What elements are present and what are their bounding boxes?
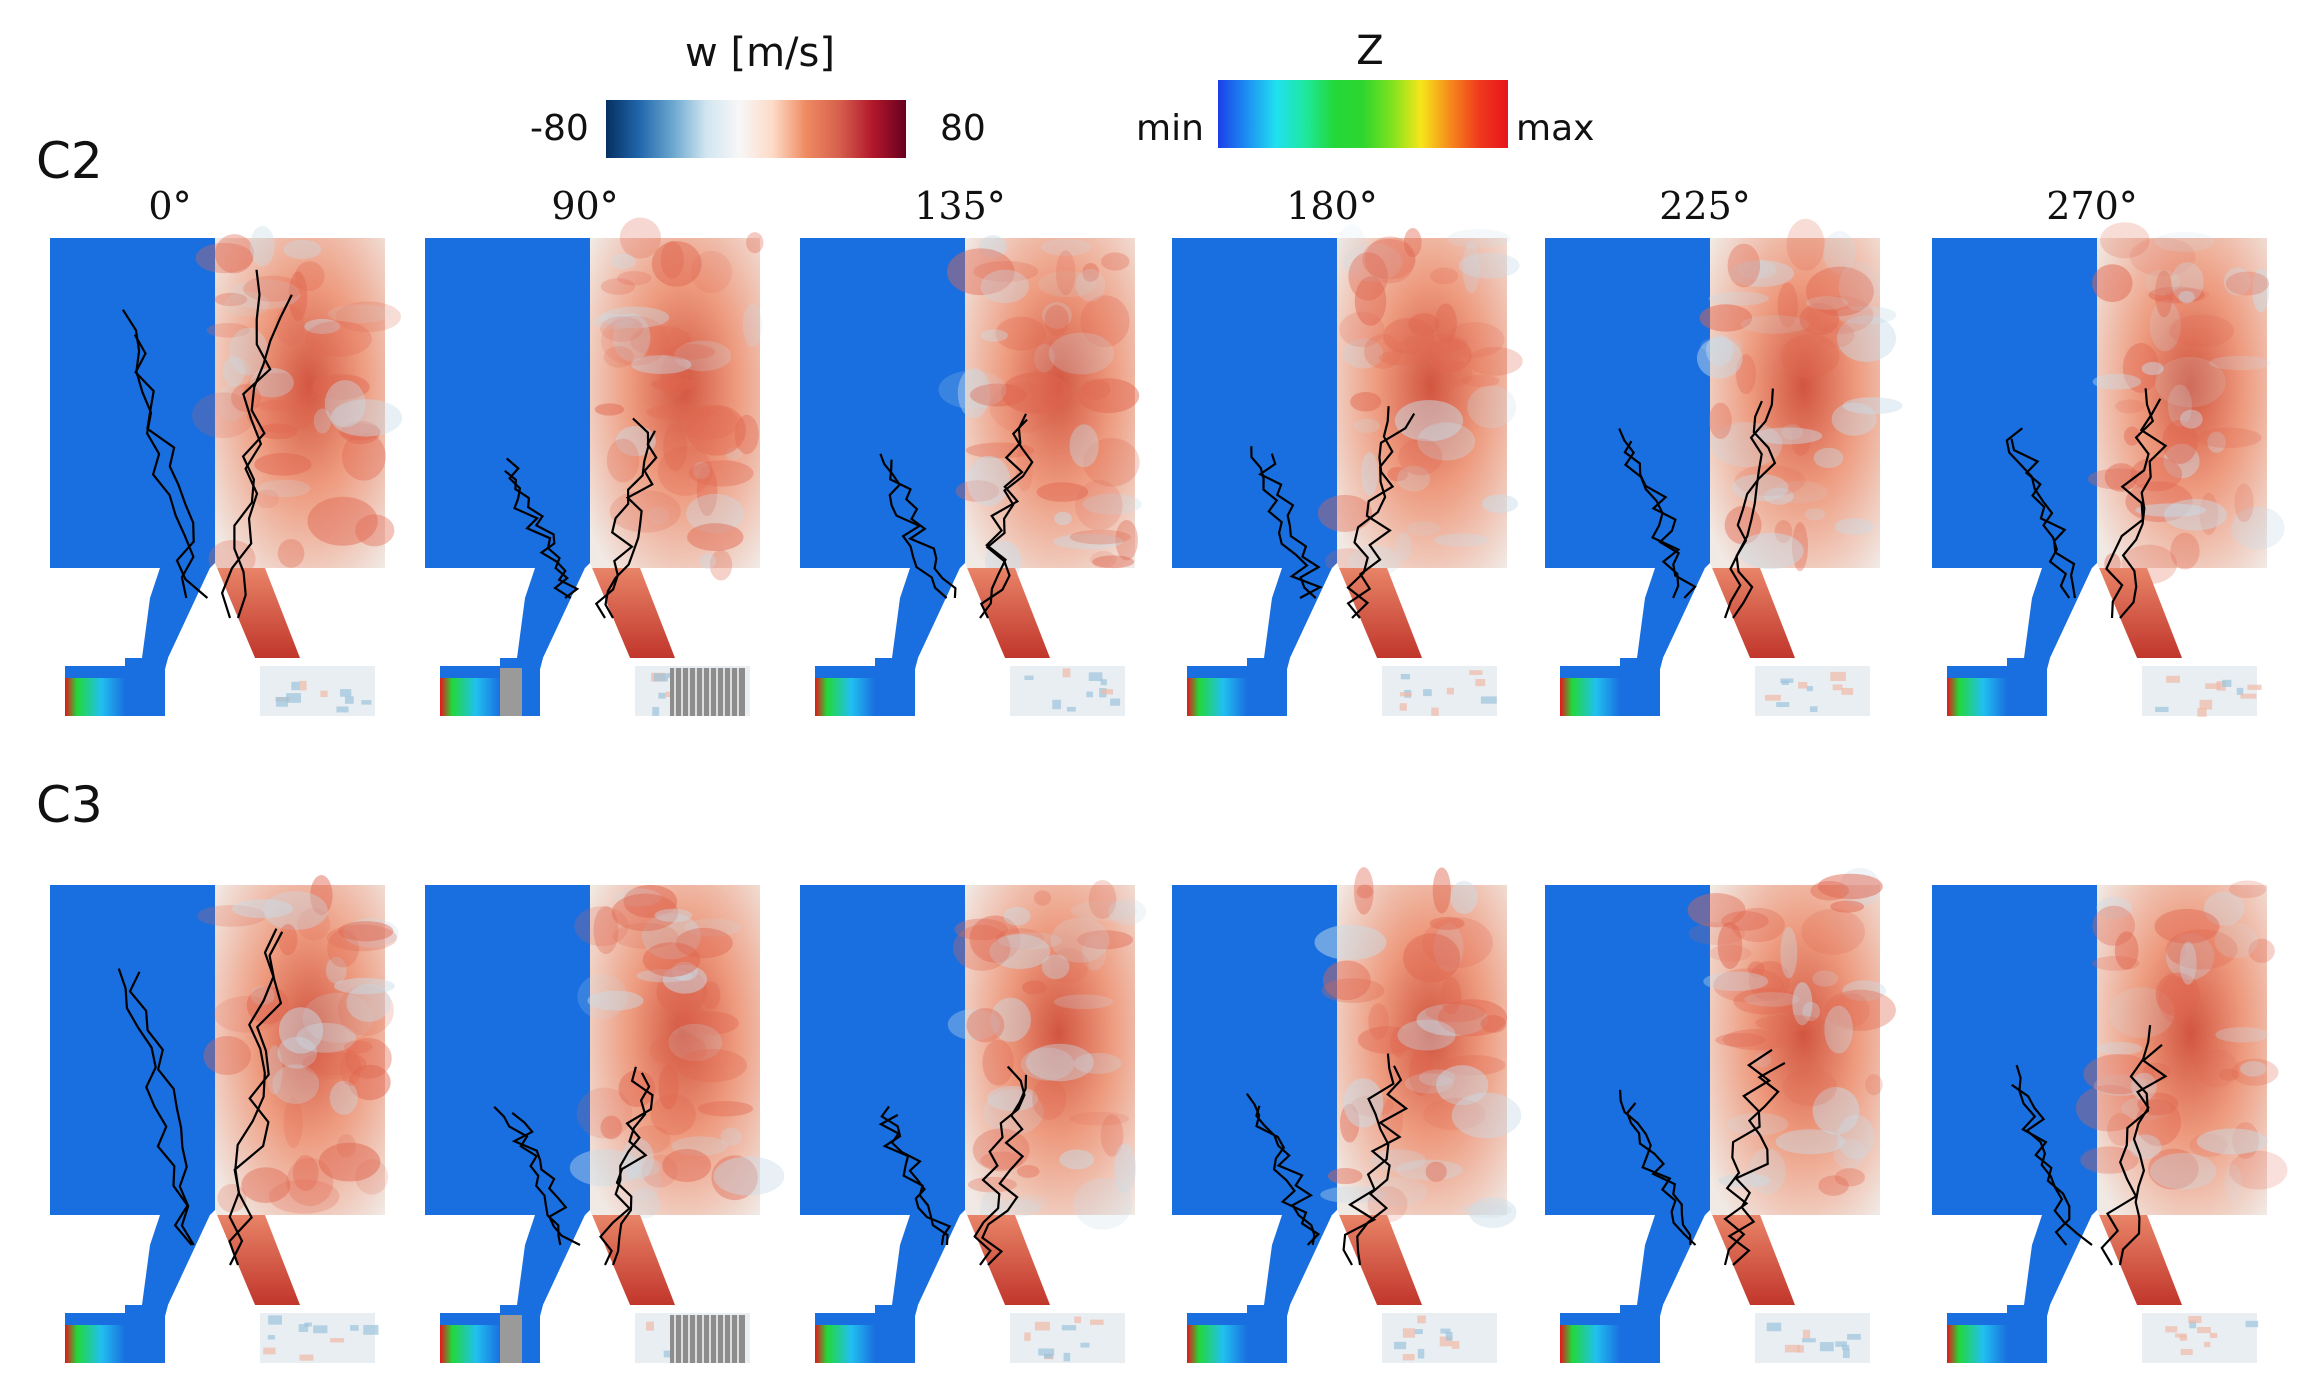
velocity-colorbar-max-label: 80 [940,108,986,149]
simulation-panel [1545,867,1896,1375]
angle-label: 270° [2046,184,2138,228]
velocity-colorbar-min-label: -80 [530,108,589,149]
simulation-panel [50,225,403,728]
simulation-panel [1932,222,2285,728]
angle-label: 180° [1286,184,1378,228]
simulation-panel [425,884,785,1375]
simulation-panel [50,875,400,1375]
simulation-panel [1172,224,1523,728]
velocity-colorbar [606,100,906,158]
row-label-c3: C3 [36,776,103,834]
row-label-c2: C2 [36,132,103,190]
mixture-colorbar-max-label: max [1516,108,1595,149]
simulation-panel [1172,867,1522,1375]
angle-label: 135° [914,184,1006,228]
simulation-panel [800,879,1150,1375]
angle-label: 90° [551,184,619,228]
simulation-panel [425,217,775,728]
simulation-panel [1932,880,2288,1375]
mixture-colorbar [1218,80,1508,148]
simulation-panel [1545,218,1903,728]
simulation-panel [800,235,1150,728]
velocity-colorbar-title: w [m/s] [685,30,835,76]
mixture-colorbar-title: Z [1356,28,1384,74]
mixture-colorbar-min-label: min [1136,108,1204,149]
angle-label: 225° [1659,184,1751,228]
angle-label: 0° [148,184,192,228]
